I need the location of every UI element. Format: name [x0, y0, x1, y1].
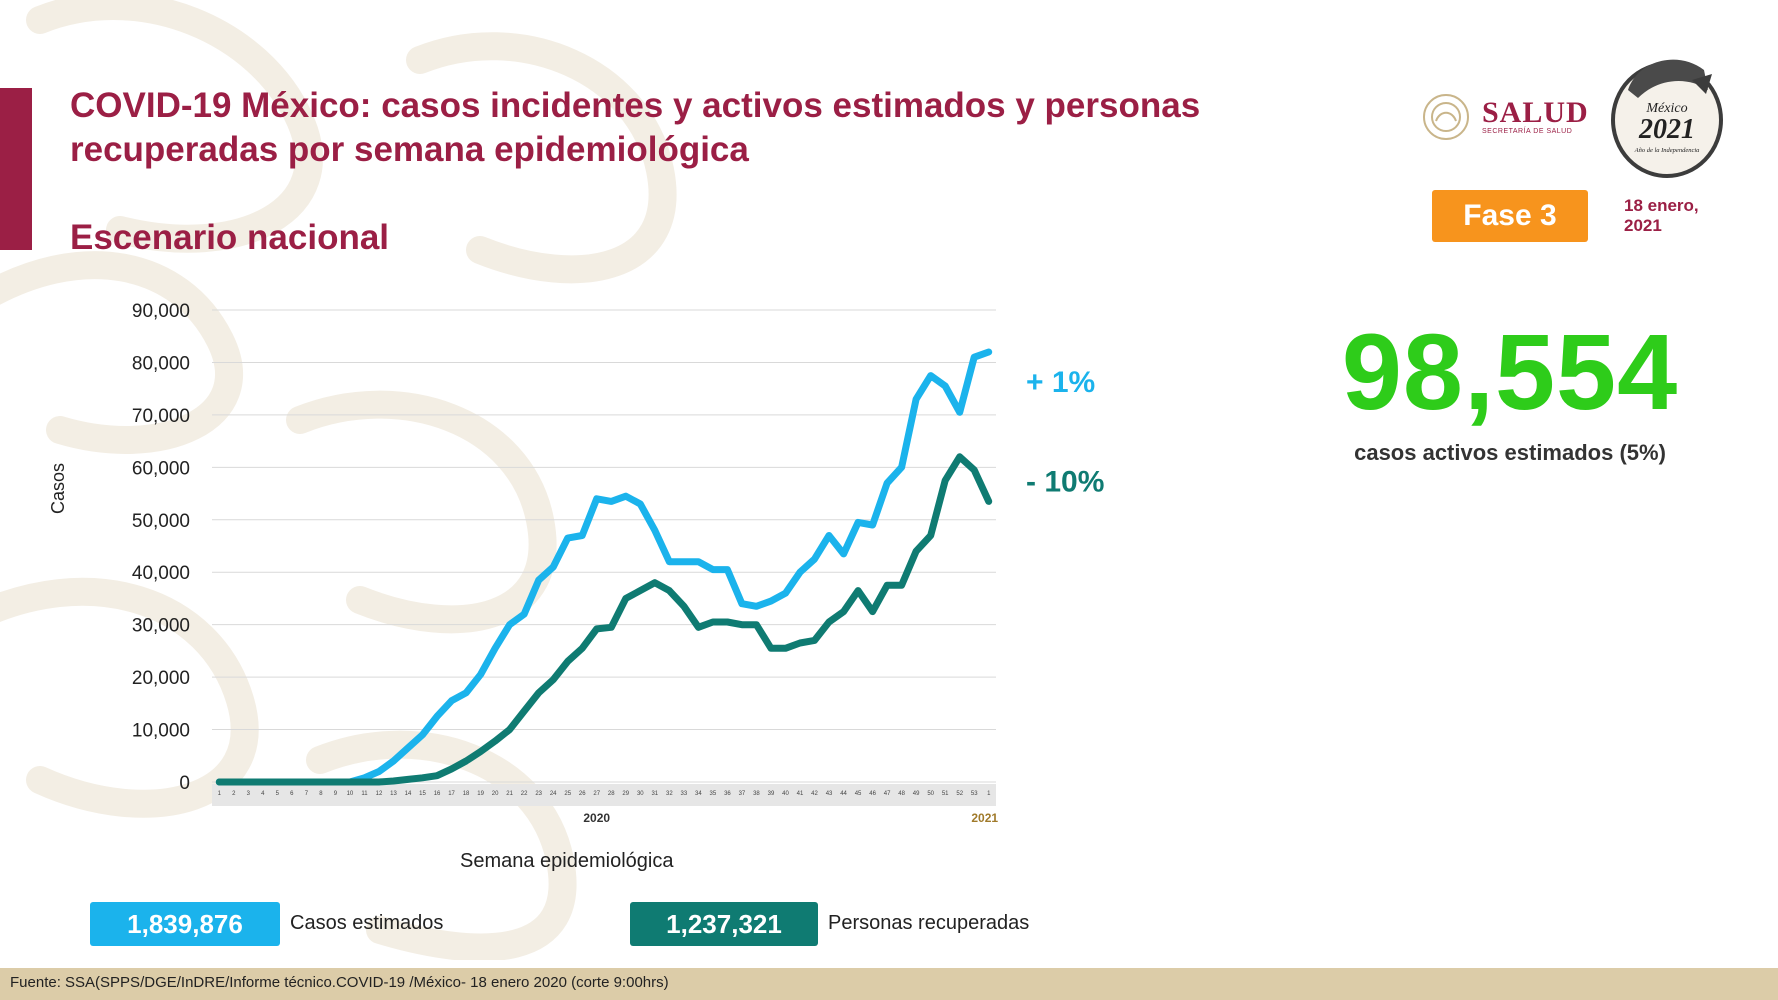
x-tick-label: 47 [884, 791, 891, 797]
salud-logo-text: SALUD [1482, 96, 1589, 129]
x-tick-label: 33 [681, 791, 688, 797]
series-line [215, 453, 993, 786]
x-tick-label: 43 [826, 791, 833, 797]
x-tick-label: 9 [334, 791, 338, 797]
x-tick-label: 21 [506, 791, 513, 797]
accent-bar [0, 88, 32, 250]
x-tick-label: 51 [942, 791, 949, 797]
active-cases-caption: casos activos estimados (5%) [1354, 440, 1666, 465]
legend-recovered-value: 1,237,321 [630, 902, 818, 946]
x-tick-label: 4 [261, 791, 265, 797]
y-tick-label: 40,000 [132, 563, 190, 584]
emblem-name: México [1645, 101, 1687, 116]
x-tick-label: 49 [913, 791, 920, 797]
x-tick-label: 16 [434, 791, 441, 797]
x-tick-label: 1 [987, 791, 991, 797]
x-tick-label: 8 [319, 791, 323, 797]
y-tick-label: 70,000 [132, 406, 190, 427]
x-tick-label: 28 [608, 791, 615, 797]
x-tick-label: 31 [651, 791, 658, 797]
series-line [215, 348, 993, 786]
x-tick-label: 2 [232, 791, 236, 797]
x-tick-label: 6 [290, 791, 294, 797]
y-tick-label: 60,000 [132, 458, 190, 479]
x-tick-label: 24 [550, 791, 557, 797]
x-tick-label: 13 [390, 791, 397, 797]
x-tick-label: 3 [247, 791, 251, 797]
phase-badge: Fase 3 [1432, 190, 1588, 242]
x-tick-label: 17 [448, 791, 455, 797]
x-axis-title: Semana epidemiológica [460, 850, 674, 872]
y-tick-label: 10,000 [132, 721, 190, 742]
salud-logo-subtitle: SECRETARÍA DE SALUD [1482, 128, 1573, 135]
footer-bar: Fuente: SSA(SPPS/DGE/InDRE/Informe técni… [0, 968, 1778, 1000]
x-tick-label: 50 [927, 791, 934, 797]
y-tick-label: 50,000 [132, 511, 190, 532]
x-tick-label: 20 [492, 791, 499, 797]
y-tick-label: 30,000 [132, 616, 190, 637]
y-tick-label: 80,000 [132, 353, 190, 374]
x-tick-label: 40 [782, 791, 789, 797]
active-cases-value: 98,554 [1341, 311, 1679, 432]
x-tick-label: 38 [753, 791, 760, 797]
page-subtitle: Escenario nacional [70, 218, 390, 257]
chart-gridlines [212, 309, 996, 783]
page-title: COVID-19 México: casos incidentes y acti… [70, 86, 1201, 169]
chart-series [215, 348, 993, 786]
x-tick-label: 41 [797, 791, 804, 797]
chart-x-ticks: 1 2 3 4 5 6 7 8 9 10 11 12 13 14 15 16 17 18 19 20 21 22 23 24 2… [218, 791, 999, 825]
x-tick-label: 18 [463, 791, 470, 797]
x-tick-label: 35 [710, 791, 717, 797]
x-tick-label: 53 [971, 791, 978, 797]
year-label: 2021 [971, 811, 998, 825]
x-tick-label: 37 [739, 791, 746, 797]
x-tick-label: 1 [218, 791, 222, 797]
x-tick-label: 39 [768, 791, 775, 797]
series-annotation: - 10% [1026, 465, 1104, 498]
x-tick-label: 23 [535, 791, 542, 797]
series-annotation: + 1% [1026, 366, 1095, 399]
x-tick-label: 29 [622, 791, 629, 797]
chart-x-axis-band [212, 784, 996, 806]
x-tick-label: 32 [666, 791, 673, 797]
emblem-year: 2021 [1638, 114, 1695, 145]
x-tick-label: 11 [361, 791, 368, 797]
x-tick-label: 19 [477, 791, 484, 797]
chart-y-ticks: 0 10,000 20,000 30,000 40,000 50,000 60,000 70,… [132, 301, 190, 794]
salud-logo [1423, 94, 1469, 140]
chart-annotations: + 1% - 10% [1026, 366, 1104, 498]
y-tick-label: 90,000 [132, 301, 190, 322]
x-tick-label: 45 [855, 791, 862, 797]
year-label: 2020 [583, 811, 610, 825]
x-tick-label: 27 [593, 791, 600, 797]
x-tick-label: 26 [579, 791, 586, 797]
x-tick-label: 52 [956, 791, 963, 797]
x-tick-label: 42 [811, 791, 818, 797]
x-tick-label: 14 [405, 791, 412, 797]
y-axis-title: Casos [48, 462, 68, 514]
x-tick-label: 30 [637, 791, 644, 797]
x-tick-label: 7 [305, 791, 309, 797]
emblem-subtitle: Año de la Independencia [1634, 147, 1700, 154]
legend-recovered-label: Personas recuperadas [828, 912, 1030, 934]
y-tick-label: 20,000 [132, 668, 190, 689]
x-tick-label: 5 [276, 791, 280, 797]
x-tick-label: 36 [724, 791, 731, 797]
legend-estimated-value: 1,839,876 [90, 902, 280, 946]
x-tick-label: 46 [869, 791, 876, 797]
x-tick-label: 15 [419, 791, 426, 797]
report-date: 18 enero, 2021 [1624, 196, 1699, 235]
x-tick-label: 10 [347, 791, 354, 797]
y-tick-label: 0 [179, 773, 190, 794]
legend-estimated-label: Casos estimados [290, 912, 444, 934]
x-tick-label: 34 [695, 791, 702, 797]
x-tick-label: 44 [840, 791, 847, 797]
x-tick-label: 25 [564, 791, 571, 797]
x-tick-label: 22 [521, 791, 528, 797]
mexico-2021-emblem: México 2021 Año de la Independencia [1611, 59, 1723, 178]
x-tick-label: 48 [898, 791, 905, 797]
x-tick-label: 12 [376, 791, 383, 797]
footer-source: Fuente: SSA(SPPS/DGE/InDRE/Informe técni… [10, 974, 669, 991]
